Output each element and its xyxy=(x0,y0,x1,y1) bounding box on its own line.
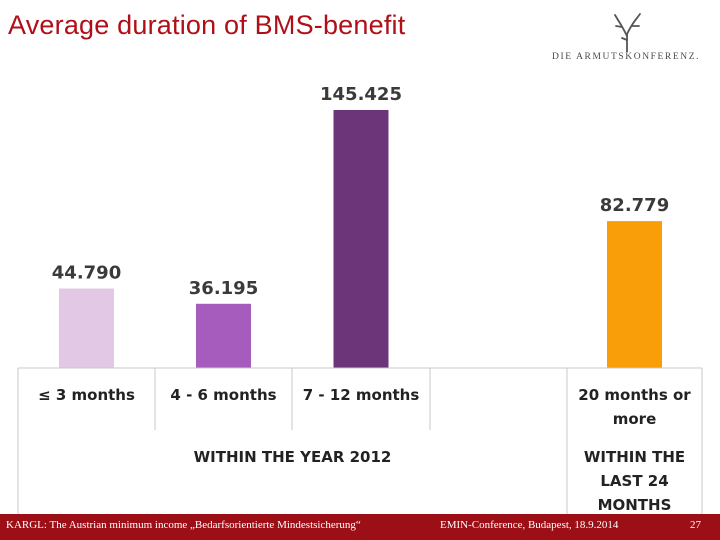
category-label-0: ≤ 3 months xyxy=(38,386,135,404)
armutskonferenz-logo: DIE ARMUTSKONFERENZ. xyxy=(552,12,702,72)
value-label-2: 145.425 xyxy=(320,84,402,105)
value-label-4: 82.779 xyxy=(600,195,669,216)
bar-2 xyxy=(333,110,389,368)
page-number: 27 xyxy=(690,519,701,531)
bar-4 xyxy=(607,221,662,368)
category-label-1: 4 - 6 months xyxy=(170,386,276,404)
value-label-1: 36.195 xyxy=(189,278,258,299)
bar-0 xyxy=(59,288,114,368)
category-label-4: more xyxy=(613,410,657,428)
logo-text: DIE ARMUTSKONFERENZ. xyxy=(552,52,701,62)
group-label-1: LAST 24 xyxy=(600,472,668,490)
bar-chart: 44.790 36.195 145.425 82.779 ≤ 3 months 4 - … xyxy=(17,84,703,514)
footer-bar xyxy=(0,514,720,540)
category-label-4: 20 months or xyxy=(578,386,691,404)
category-label-2: 7 - 12 months xyxy=(303,386,420,404)
footer-center-text: EMIN-Conference, Budapest, 18.9.2014 xyxy=(440,519,619,531)
footer-left-text: KARGL: The Austrian minimum income „Beda… xyxy=(6,519,361,531)
bar-1 xyxy=(196,303,251,368)
group-label-1: WITHIN THE xyxy=(584,448,685,466)
slide-title: Average duration of BMS-benefit xyxy=(8,10,406,40)
group-label-0: WITHIN THE YEAR 2012 xyxy=(194,448,392,466)
tree-logo-icon xyxy=(614,13,641,53)
value-label-0: 44.790 xyxy=(52,263,121,284)
group-label-1: MONTHS xyxy=(598,496,672,514)
